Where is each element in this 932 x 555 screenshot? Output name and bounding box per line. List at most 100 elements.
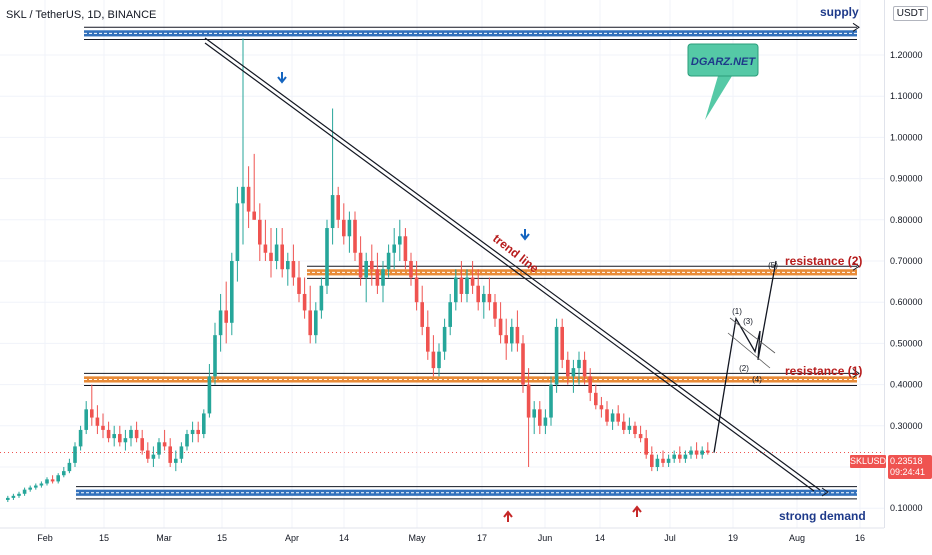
candle-body (515, 326, 520, 344)
candle-body (605, 409, 609, 422)
candle-body (280, 244, 284, 270)
wave-label: (2) (739, 364, 749, 373)
wave-label: (5) (768, 261, 778, 270)
candle-body (672, 454, 676, 459)
symbol-tag: SKLUSDT (850, 455, 892, 468)
candle-body (129, 429, 133, 439)
candle-body (493, 302, 497, 319)
y-tick-label: 0.70000 (890, 256, 923, 266)
y-axis-labels: 1.20000 1.10000 1.00000 0.90000 0.80000 0.700… (890, 50, 923, 513)
candle-body (470, 277, 475, 286)
candle-body (90, 409, 94, 418)
candle-body (700, 450, 704, 455)
candle-body (588, 376, 592, 393)
candle-body (241, 186, 245, 204)
candle-body (381, 269, 385, 286)
candle-body (179, 446, 184, 459)
candle-body (151, 454, 156, 459)
candle-body (252, 211, 256, 220)
candle-body (140, 438, 144, 451)
candle-body (162, 442, 167, 447)
x-tick-label: Apr (285, 533, 299, 543)
candle-body (566, 359, 570, 377)
callout-pointer (705, 76, 732, 120)
candle-body (235, 203, 240, 261)
candle-body (683, 454, 688, 459)
candle-body (454, 277, 458, 303)
price-axis-divider (884, 0, 885, 528)
title-text: SKL / TetherUS, 1D, BINANCE (6, 9, 157, 21)
candle-body (347, 219, 352, 237)
trend-line (204, 37, 821, 491)
y-tick-label: 0.80000 (890, 215, 923, 225)
up-arrow-icon (632, 505, 642, 517)
candle-body (442, 326, 447, 352)
candle-body (627, 425, 632, 430)
trend-line-parallel (204, 42, 815, 492)
candle-body (353, 219, 357, 253)
candle-body (123, 438, 128, 443)
candle-body (134, 429, 139, 439)
candle-body (202, 413, 206, 435)
candle-body (246, 186, 251, 212)
down-arrow-icon (520, 229, 530, 241)
wave-label: (1) (732, 307, 742, 316)
candle-body (78, 429, 83, 447)
supply-arrow-icon (852, 22, 860, 32)
x-tick-label: May (408, 533, 426, 543)
y-tick-label: 0.30000 (890, 421, 923, 431)
resistance-1-arrow-icon (852, 368, 860, 378)
candle-body (196, 429, 200, 435)
wave-label: (3) (743, 317, 753, 326)
candle-body (465, 277, 469, 294)
candle-body (230, 261, 234, 323)
candle-body (650, 454, 654, 467)
x-tick-label: 15 (99, 533, 109, 543)
candle-body (622, 421, 626, 430)
resistance-1-label: resistance (1) (785, 364, 862, 378)
y-tick-label: 1.20000 (890, 50, 923, 60)
wave-label: (4) (752, 375, 762, 384)
strong-demand-label: strong demand (779, 509, 866, 523)
candle-body (286, 261, 290, 270)
y-tick-label: 0.50000 (890, 338, 923, 348)
candle-body (364, 261, 368, 278)
candle-body (269, 252, 273, 261)
supply-label: supply (820, 5, 859, 19)
candle-body (571, 368, 576, 377)
candle-body (538, 409, 542, 426)
x-tick-label: 14 (339, 533, 349, 543)
projected-wave-path (713, 260, 777, 453)
x-tick-label: Jul (664, 533, 676, 543)
currency-label[interactable]: USDT (892, 6, 928, 21)
candle-body (437, 351, 441, 369)
candle-body (504, 335, 508, 344)
candle-body (224, 310, 228, 323)
candle-body (459, 277, 464, 294)
candle-body (594, 392, 598, 406)
candle-body (398, 236, 402, 245)
callout-box (687, 43, 759, 77)
candle-body (263, 244, 268, 253)
candle-body (101, 425, 105, 430)
candle-body (342, 219, 346, 237)
last-price: 0.23518 (890, 456, 923, 466)
candle-body (106, 429, 111, 439)
candle-body (73, 446, 77, 463)
candle-body (689, 450, 693, 455)
wave-channel-lower (727, 332, 771, 369)
candle-body (314, 310, 318, 336)
candle-body (426, 326, 430, 352)
candle-body (157, 442, 161, 455)
candle-body (549, 384, 553, 418)
x-tick-label: Aug (789, 533, 805, 543)
y-tick-label: 0.40000 (890, 380, 923, 390)
candle-body (39, 483, 44, 486)
candle-body (213, 335, 217, 377)
candle-body (694, 450, 699, 455)
candle-body (375, 269, 380, 286)
up-arrow-icon (503, 510, 513, 522)
candle-body (258, 219, 262, 245)
